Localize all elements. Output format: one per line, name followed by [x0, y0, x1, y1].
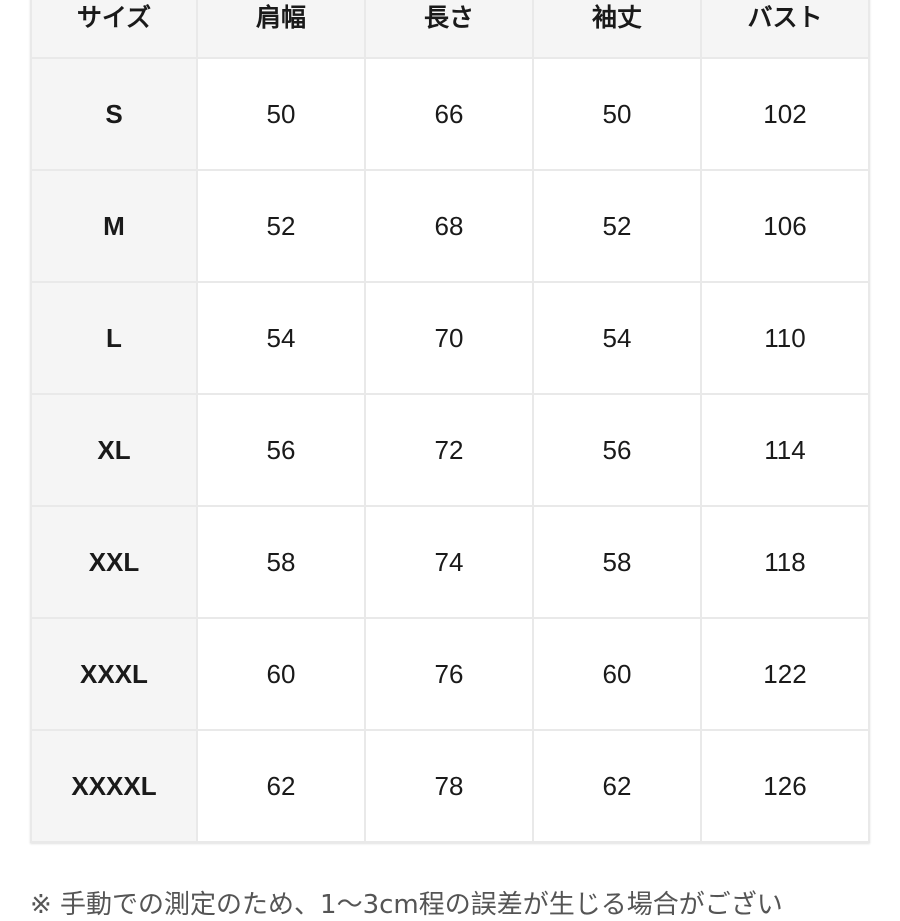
cell-bust: 110	[700, 281, 870, 395]
cell-size: L	[30, 281, 198, 395]
header-length: 長さ	[364, 0, 534, 59]
cell-bust: 122	[700, 617, 870, 731]
table-row: XXXL 60 76 60 122	[30, 617, 870, 731]
cell-length: 78	[364, 729, 534, 843]
cell-size: S	[30, 57, 198, 171]
cell-bust: 102	[700, 57, 870, 171]
header-sleeve: 袖丈	[532, 0, 702, 59]
header-size: サイズ	[30, 0, 198, 59]
cell-sleeve: 50	[532, 57, 702, 171]
table-row: L 54 70 54 110	[30, 281, 870, 395]
cell-size: XL	[30, 393, 198, 507]
table-row: S 50 66 50 102	[30, 57, 870, 171]
cell-size: XXXL	[30, 617, 198, 731]
table-row: M 52 68 52 106	[30, 169, 870, 283]
size-chart-table: サイズ 肩幅 長さ 袖丈 バスト S 50 66 50 102 M 52 68 52 106 L 54…	[30, 0, 870, 843]
cell-length: 66	[364, 57, 534, 171]
table-row: XL 56 72 56 114	[30, 393, 870, 507]
cell-bust: 126	[700, 729, 870, 843]
cell-bust: 114	[700, 393, 870, 507]
table-row: XXXXL 62 78 62 126	[30, 729, 870, 843]
cell-shoulder: 60	[196, 617, 366, 731]
cell-size: M	[30, 169, 198, 283]
cell-shoulder: 58	[196, 505, 366, 619]
cell-sleeve: 60	[532, 617, 702, 731]
cell-sleeve: 52	[532, 169, 702, 283]
cell-bust: 118	[700, 505, 870, 619]
cell-sleeve: 54	[532, 281, 702, 395]
cell-length: 68	[364, 169, 534, 283]
cell-sleeve: 62	[532, 729, 702, 843]
table-row: XXL 58 74 58 118	[30, 505, 870, 619]
cell-length: 74	[364, 505, 534, 619]
cell-sleeve: 56	[532, 393, 702, 507]
header-shoulder: 肩幅	[196, 0, 366, 59]
cell-bust: 106	[700, 169, 870, 283]
cell-length: 70	[364, 281, 534, 395]
header-bust: バスト	[700, 0, 870, 59]
cell-shoulder: 62	[196, 729, 366, 843]
cell-sleeve: 58	[532, 505, 702, 619]
cell-shoulder: 50	[196, 57, 366, 171]
cell-size: XXXXL	[30, 729, 198, 843]
cell-length: 76	[364, 617, 534, 731]
cell-shoulder: 54	[196, 281, 366, 395]
measurement-note: ※ 手動での測定のため、1～3cm程の誤差が生じる場合がござい	[30, 890, 783, 920]
cell-size: XXL	[30, 505, 198, 619]
cell-shoulder: 56	[196, 393, 366, 507]
cell-shoulder: 52	[196, 169, 366, 283]
cell-length: 72	[364, 393, 534, 507]
header-row: サイズ 肩幅 長さ 袖丈 バスト	[30, 0, 870, 59]
